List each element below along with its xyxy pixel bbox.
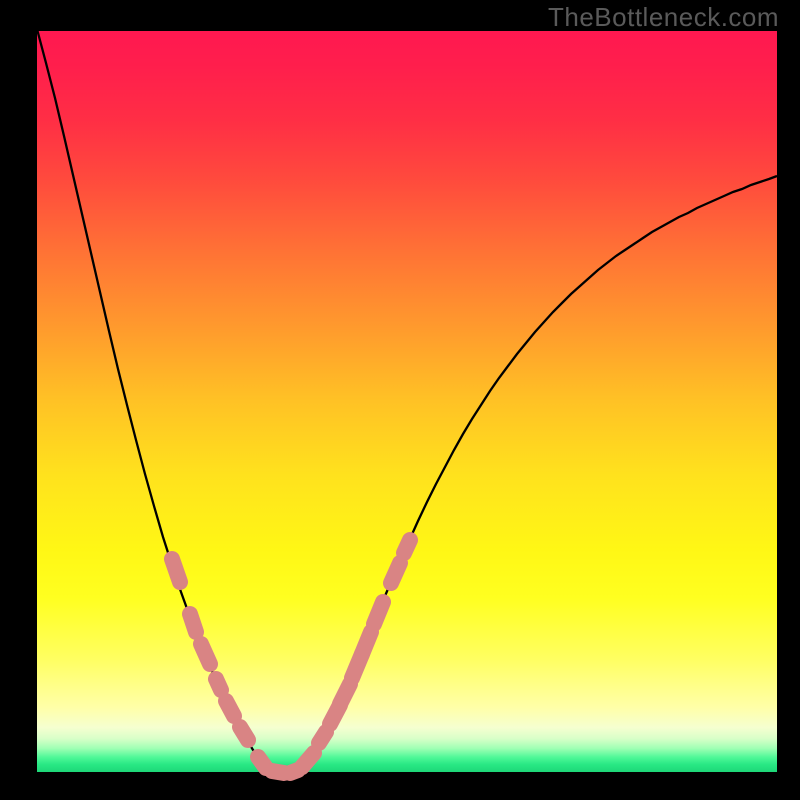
data-marker — [404, 540, 410, 553]
data-marker — [302, 753, 314, 767]
data-marker — [216, 679, 221, 690]
data-marker — [340, 684, 350, 704]
data-marker — [190, 614, 196, 632]
data-marker — [240, 727, 248, 740]
data-marker — [226, 701, 234, 716]
data-marker — [258, 757, 266, 768]
data-marker — [374, 602, 383, 624]
data-marker — [201, 644, 210, 664]
data-marker — [172, 559, 180, 582]
data-marker — [362, 632, 371, 654]
plot-background — [37, 31, 777, 772]
data-marker — [391, 563, 400, 583]
data-marker — [319, 732, 326, 743]
chart-svg — [0, 0, 800, 800]
